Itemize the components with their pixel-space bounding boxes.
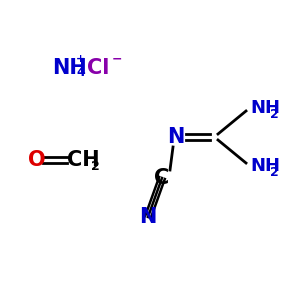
- Text: N: N: [167, 127, 185, 147]
- Text: N: N: [139, 207, 157, 227]
- Text: 4: 4: [76, 67, 85, 80]
- Text: −: −: [112, 52, 122, 65]
- Text: 2: 2: [270, 166, 279, 178]
- Text: Cl: Cl: [87, 58, 110, 78]
- Text: NH: NH: [250, 99, 280, 117]
- Text: 2: 2: [91, 160, 100, 172]
- Text: C: C: [154, 168, 169, 188]
- Text: NH: NH: [52, 58, 87, 78]
- Text: CH: CH: [67, 150, 100, 170]
- Text: +: +: [76, 54, 85, 64]
- Text: O: O: [28, 150, 46, 170]
- Text: NH: NH: [250, 157, 280, 175]
- Text: 2: 2: [270, 107, 279, 121]
